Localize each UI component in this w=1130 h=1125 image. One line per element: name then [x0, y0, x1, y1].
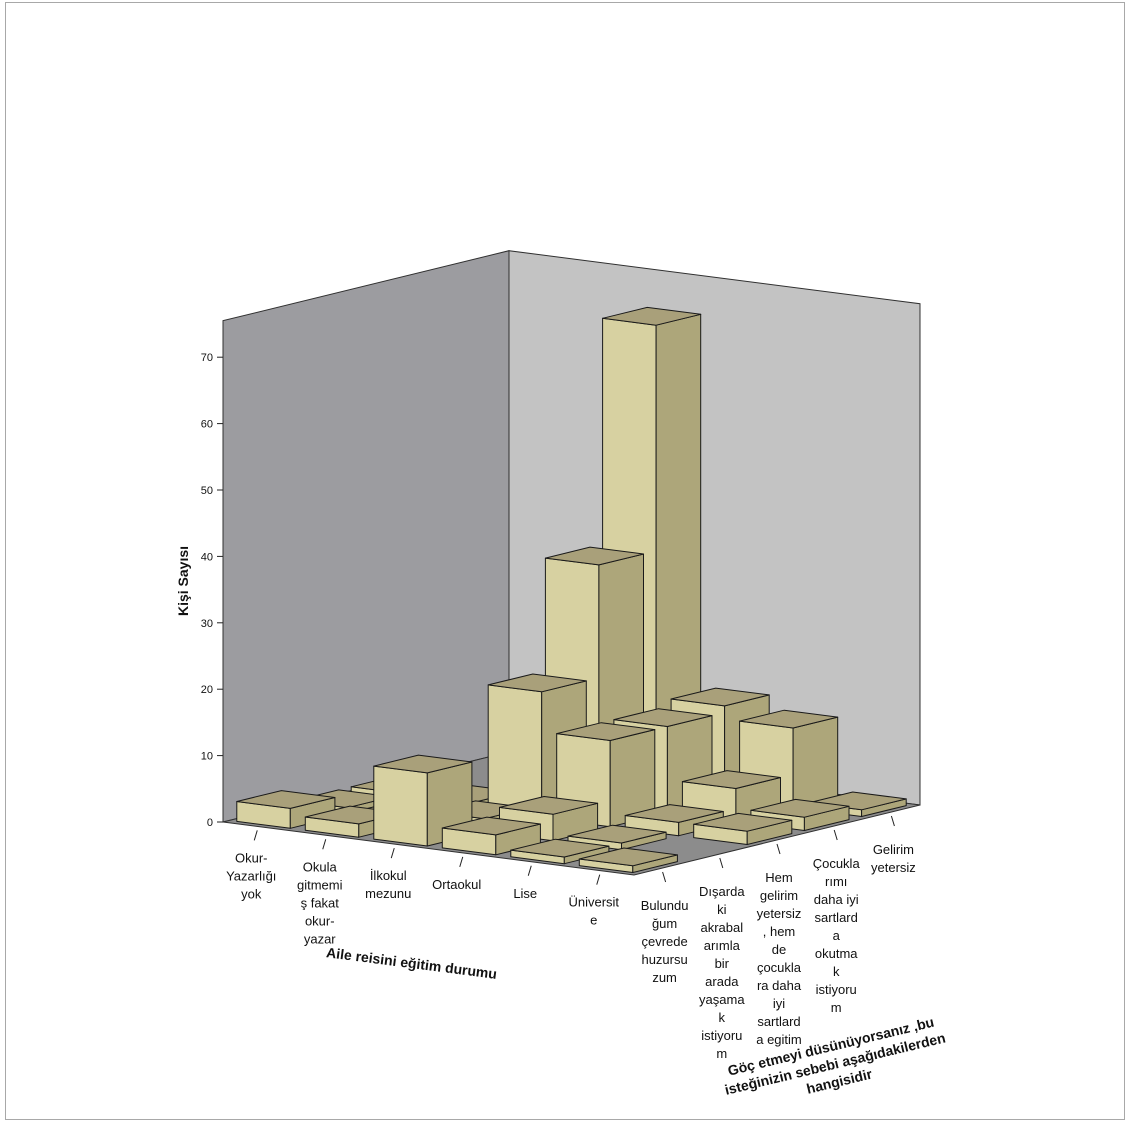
- z-tick-label: Dışarda ki akrabal arımla bir arada yaşama k ist…: [699, 884, 745, 1061]
- bar-front: [373, 765, 428, 847]
- bar-side: [792, 716, 839, 809]
- y-axis-title: Kişi Sayısı: [175, 546, 191, 616]
- x-tick: [253, 830, 258, 841]
- x-tick: [390, 847, 395, 859]
- bar-front: [487, 684, 543, 819]
- z-tick: [719, 857, 724, 869]
- y-tick-label: 70: [201, 352, 213, 364]
- y-tick-label: 60: [201, 419, 213, 431]
- bar-top: [739, 709, 839, 729]
- bar-top: [544, 546, 644, 566]
- bar-top: [441, 816, 541, 836]
- x-tick-label: Ortaokul: [432, 877, 481, 892]
- y-tick-label: 10: [201, 751, 213, 763]
- bar-top: [578, 847, 678, 867]
- z-axis-title: Göç etmeyi düsünüyorsanız ,buisteğinizin…: [719, 1012, 951, 1115]
- z-tick-label: Çocukla rımı daha iyi sartlard a okutma k istiy…: [813, 856, 861, 1015]
- bar-top: [373, 754, 473, 774]
- x-tick-label: Okula gitmemi ş fakat okur-yazar: [297, 859, 343, 946]
- bar-top: [750, 798, 850, 818]
- y-tick-label: 40: [201, 551, 213, 563]
- x-axis-title: Aile reisini eğitim durumu: [325, 944, 498, 982]
- chart-frame: 0 10 20 30 40 50 60 70 Kişi Sayısı Okur-Yazarlığı…: [5, 2, 1125, 1120]
- bar-top: [624, 804, 724, 823]
- bar-top: [681, 770, 781, 789]
- bar-top: [693, 812, 793, 832]
- x-tick: [527, 865, 532, 876]
- x-tick-label: İlkokul mezunu: [365, 868, 411, 901]
- bar-top: [510, 838, 610, 858]
- y-tick-label: 0: [207, 817, 213, 829]
- x-tick: [322, 839, 327, 850]
- x-tick-label: Üniversit e: [568, 895, 619, 928]
- bar-top: [556, 722, 656, 741]
- z-tick: [890, 815, 895, 827]
- x-tick-label: Okur-Yazarlığı yok: [226, 850, 276, 901]
- y-tick-label: 20: [201, 684, 213, 696]
- left-wall: [222, 250, 510, 823]
- z-tick-label: Bulundu ğum çevrede huzursu zum: [641, 898, 689, 985]
- bar-top: [236, 790, 336, 809]
- z-tick-label: Hem gelirim yetersiz, hem de çocukla ra daha i…: [756, 870, 802, 1047]
- bar-top: [613, 708, 713, 727]
- bar-top: [567, 824, 667, 844]
- bar-chart-3d: 0 10 20 30 40 50 60 70 Kişi Sayısı Okur-Yazarlığı…: [175, 250, 951, 1115]
- z-tick: [662, 871, 667, 883]
- bar-top: [602, 306, 702, 326]
- bar-top: [487, 673, 587, 693]
- x-tick-label: Lise: [513, 886, 537, 901]
- z-tick: [833, 829, 838, 841]
- bar-top: [670, 687, 770, 707]
- y-tick-label: 30: [201, 618, 213, 630]
- z-tick: [776, 843, 781, 855]
- x-tick: [596, 874, 601, 885]
- y-tick-label: 50: [201, 485, 213, 497]
- bar-top: [499, 796, 599, 815]
- x-tick: [459, 856, 464, 868]
- z-tick-label: Gelirim yetersiz: [871, 842, 916, 875]
